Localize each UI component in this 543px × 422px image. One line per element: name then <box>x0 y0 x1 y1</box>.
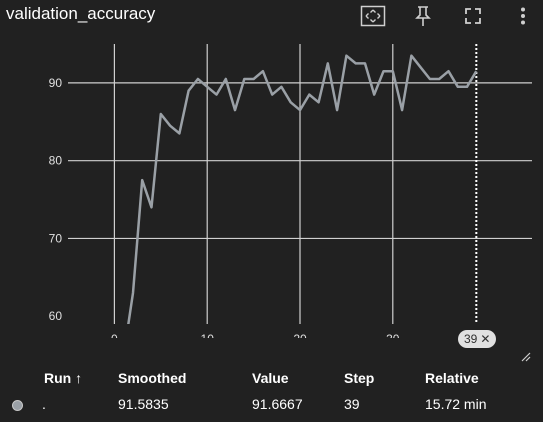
run-name: . <box>42 396 46 412</box>
x-tick-label: 0 <box>111 332 118 338</box>
y-tick-label: 80 <box>49 154 63 168</box>
smoothed-value: 91.5835 <box>118 396 169 412</box>
resize-handle-icon[interactable] <box>521 352 531 362</box>
step-value: 39 <box>344 396 360 412</box>
y-tick-label: 90 <box>49 76 63 90</box>
table-row: . 91.5835 91.6667 39 15.72 min <box>0 392 543 418</box>
step-chip-label: 39 <box>464 332 478 346</box>
table-header-row: Run ↑ Smoothed Value Step Relative <box>0 366 543 392</box>
x-tick-label: 30 <box>386 332 400 338</box>
step-chip[interactable]: 39 ✕ <box>458 330 497 348</box>
step-header[interactable]: Step <box>344 370 375 386</box>
more-vert-icon <box>521 7 525 25</box>
line-chart[interactable]: 0 10 20 30 70 80 90 60 <box>0 38 543 338</box>
pin-icon <box>415 6 431 26</box>
value-header[interactable]: Value <box>252 370 289 386</box>
run-header[interactable]: Run ↑ <box>44 370 83 386</box>
x-tick-label: 20 <box>293 332 307 338</box>
x-tick-label: 10 <box>201 332 215 338</box>
y-tick-label-partial: 60 <box>49 309 63 323</box>
fit-domain-button[interactable] <box>359 2 387 30</box>
fullscreen-button[interactable] <box>459 2 487 30</box>
y-tick-label: 70 <box>49 231 63 245</box>
relative-header[interactable]: Relative <box>425 370 479 386</box>
more-options-button[interactable] <box>509 2 537 30</box>
run-color-swatch <box>12 400 23 411</box>
sort-arrow-icon: ↑ <box>75 370 83 386</box>
relative-value: 15.72 min <box>425 396 487 412</box>
smoothed-header[interactable]: Smoothed <box>118 370 187 386</box>
close-icon[interactable]: ✕ <box>480 332 491 346</box>
series-line-0 <box>127 54 478 324</box>
fit-domain-icon <box>360 5 386 27</box>
chart-title: validation_accuracy <box>6 4 156 23</box>
raw-value: 91.6667 <box>252 396 303 412</box>
tooltip-table: Run ↑ Smoothed Value Step Relative . 91.… <box>0 366 543 418</box>
pin-button[interactable] <box>409 2 437 30</box>
fullscreen-icon <box>465 8 481 24</box>
